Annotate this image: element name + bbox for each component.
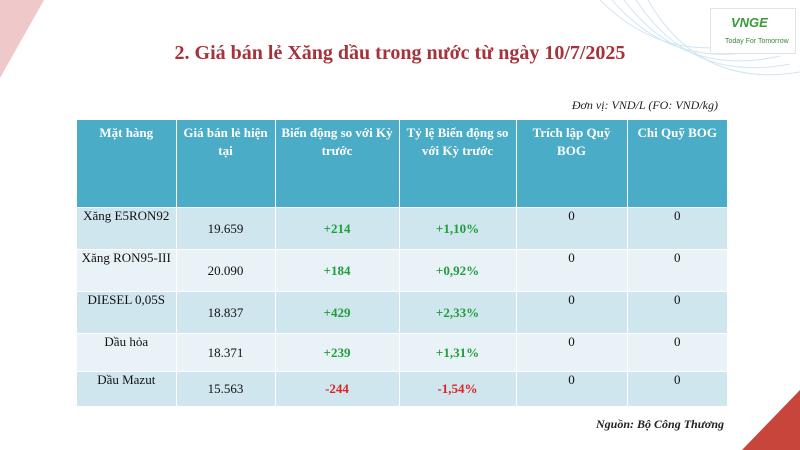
- cell-change-pct: +2,33%: [399, 291, 517, 334]
- cell-price: 18.837: [176, 291, 276, 334]
- table-row: DIESEL 0,05S 18.837 +429 +2,33% 0 0: [77, 291, 727, 334]
- header-change-pct: Tỷ lệ Biến động so với Kỳ trước: [399, 120, 517, 208]
- bottom-right-red-shape: [742, 390, 800, 450]
- cell-bog-in: 0: [516, 291, 628, 334]
- table-row: Xăng RON95-III 20.090 +184 +0,92% 0 0: [77, 249, 727, 292]
- logo-tagline: Today For Tomorrow: [725, 38, 789, 45]
- cell-bog-in: 0: [516, 371, 628, 406]
- cell-bog-out: 0: [627, 291, 727, 334]
- cell-product: Dầu hỏa: [77, 333, 177, 372]
- table-row: Dầu Mazut 15.563 -244 -1,54% 0 0: [77, 371, 727, 406]
- cell-change: +429: [275, 291, 400, 334]
- cell-change-pct: -1,54%: [399, 371, 517, 406]
- cell-change: +214: [275, 207, 400, 250]
- cell-change-pct: +1,31%: [399, 333, 517, 372]
- cell-change: +184: [275, 249, 400, 292]
- header-change: Biến động so với Kỳ trước: [275, 120, 400, 208]
- cell-price: 15.563: [176, 371, 276, 406]
- cell-product: Xăng E5RON92: [77, 207, 177, 250]
- cell-change-pct: +1,10%: [399, 207, 517, 250]
- cell-change-pct: +0,92%: [399, 249, 517, 292]
- source-note: Nguồn: Bộ Công Thương: [596, 417, 724, 431]
- cell-change: +239: [275, 333, 400, 372]
- cell-product: Xăng RON95-III: [77, 249, 177, 292]
- cell-product: Dầu Mazut: [77, 371, 177, 406]
- header-bog-out: Chi Quỹ BOG: [627, 120, 727, 208]
- table-row: Dầu hỏa 18.371 +239 +1,31% 0 0: [77, 333, 727, 372]
- header-price: Giá bán lẻ hiện tại: [176, 120, 276, 208]
- cell-bog-out: 0: [627, 207, 727, 250]
- cell-price: 20.090: [176, 249, 276, 292]
- cell-price: 19.659: [176, 207, 276, 250]
- fuel-price-table: Mặt hàng Giá bán lẻ hiện tại Biến động s…: [77, 120, 727, 406]
- table-row: Xăng E5RON92 19.659 +214 +1,10% 0 0: [77, 207, 727, 250]
- slide-title: 2. Giá bán lẻ Xăng dầu trong nước từ ngà…: [174, 42, 626, 64]
- cell-product: DIESEL 0,05S: [77, 291, 177, 334]
- header-bog-in: Trích lập Quỹ BOG: [516, 120, 628, 208]
- cell-bog-in: 0: [516, 249, 628, 292]
- logo-mark: VNGE: [731, 15, 768, 30]
- cell-change: -244: [275, 371, 400, 406]
- cell-price: 18.371: [176, 333, 276, 372]
- unit-note: Đơn vị: VND/L (FO: VND/kg): [571, 98, 718, 112]
- cell-bog-in: 0: [516, 333, 628, 372]
- company-logo: VNGE Today For Tomorrow: [710, 8, 796, 54]
- cell-bog-in: 0: [516, 207, 628, 250]
- cell-bog-out: 0: [627, 371, 727, 406]
- table-header-row: Mặt hàng Giá bán lẻ hiện tại Biến động s…: [77, 120, 727, 208]
- header-product: Mặt hàng: [77, 120, 177, 208]
- cell-bog-out: 0: [627, 333, 727, 372]
- top-left-pink-shape: [0, 0, 44, 78]
- cell-bog-out: 0: [627, 249, 727, 292]
